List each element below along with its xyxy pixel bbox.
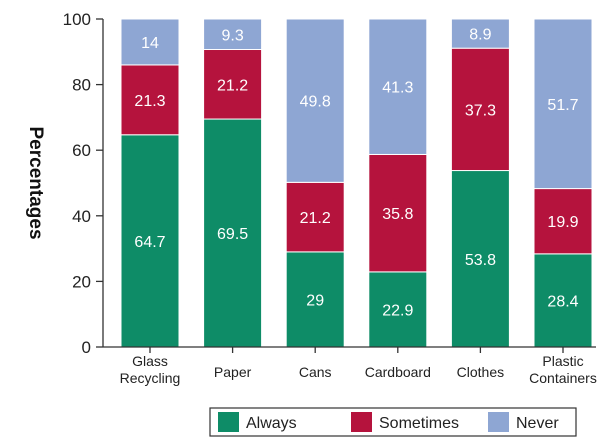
bar-segment-always: [450, 170, 510, 348]
bar-stack: 69.5 21.2 9.3: [203, 18, 263, 348]
bar-stack: 28.4 19.9 51.7: [533, 18, 593, 348]
bar-segment-always: [203, 118, 263, 348]
bar-value-label: 21.3: [134, 93, 165, 110]
bar-value-label: 51.7: [547, 97, 578, 114]
y-tick-label: 100: [63, 10, 91, 29]
x-tick-label: Cans: [299, 364, 332, 380]
bar-value-label: 35.8: [382, 206, 413, 223]
bar-value-label: 19.9: [547, 214, 578, 231]
x-tick-label: Cardboard: [365, 364, 431, 380]
bar-segment-sometimes: [533, 188, 593, 255]
bar-value-label: 64.7: [134, 234, 165, 251]
bar-stack: 22.9 35.8 41.3: [368, 18, 428, 348]
x-tick-label: Glass Recycling: [120, 353, 181, 386]
legend-label-never: Never: [516, 415, 559, 432]
x-tick-label: Paper: [214, 364, 252, 380]
bar-value-label: 28.4: [547, 293, 578, 310]
y-tick-label: 40: [72, 207, 91, 226]
x-tick-label: Clothes: [457, 364, 504, 380]
bar-segment-sometimes: [368, 153, 428, 273]
y-axis-label: Percentages: [25, 126, 46, 239]
x-tick-label: Plastic Containers: [529, 353, 597, 386]
y-tick-label: 20: [72, 272, 91, 291]
legend-label-always: Always: [246, 415, 297, 432]
bar-value-label: 29: [306, 292, 324, 309]
bar-segment-never: [120, 18, 180, 66]
bar-segment-sometimes: [203, 49, 263, 120]
y-tick-label: 0: [82, 338, 91, 357]
bar-segment-always: [533, 253, 593, 348]
legend-swatch-sometimes: [351, 412, 372, 432]
bar-segment-sometimes: [285, 181, 345, 253]
bar-value-label: 53.8: [465, 252, 496, 269]
y-tick-label: 60: [72, 141, 91, 160]
legend-box: [209, 407, 577, 437]
bar-segment-never: [450, 18, 510, 49]
bar-segment-always: [285, 251, 345, 348]
legend-swatch-always: [218, 412, 239, 432]
bar-value-label: 21.2: [300, 210, 331, 227]
bar-value-label: 22.9: [382, 302, 413, 319]
bar-stack: 64.7 21.3 14: [120, 18, 180, 348]
bar-stack: 53.8 37.3 8.9: [450, 18, 510, 348]
bar-segment-never: [533, 18, 593, 190]
bar-segment-sometimes: [120, 64, 180, 136]
bars-group: 64.7 21.3 14 69.5 21.2 9.3 29 21.2 49.8 22.9 35.8 4…: [120, 18, 593, 348]
legend-swatch-never: [488, 412, 509, 432]
bar-segment-always: [368, 271, 428, 348]
legend: Always Sometimes Never: [209, 407, 577, 437]
bar-value-label: 14: [141, 35, 159, 52]
bar-segment-never: [368, 18, 428, 155]
bar-value-label: 69.5: [217, 226, 248, 243]
bar-segment-never: [203, 18, 263, 51]
y-tick-label: 80: [72, 76, 91, 95]
bar-value-label: 9.3: [221, 27, 243, 44]
x-axis: Glass Recycling Paper Cans Cardboard Clothes P…: [103, 346, 597, 386]
bar-segment-never: [285, 18, 345, 183]
bar-value-label: 37.3: [465, 102, 496, 119]
y-axis: 0 20 40 60 80 100: [63, 10, 104, 357]
bar-segment-sometimes: [450, 47, 510, 172]
bar-value-label: 8.9: [469, 27, 491, 44]
bar-value-label: 21.2: [217, 77, 248, 94]
legend-label-sometimes: Sometimes: [379, 415, 459, 432]
bar-value-label: 41.3: [382, 80, 413, 97]
bar-stack: 29 21.2 49.8: [285, 18, 345, 348]
bar-value-label: 49.8: [300, 94, 331, 111]
